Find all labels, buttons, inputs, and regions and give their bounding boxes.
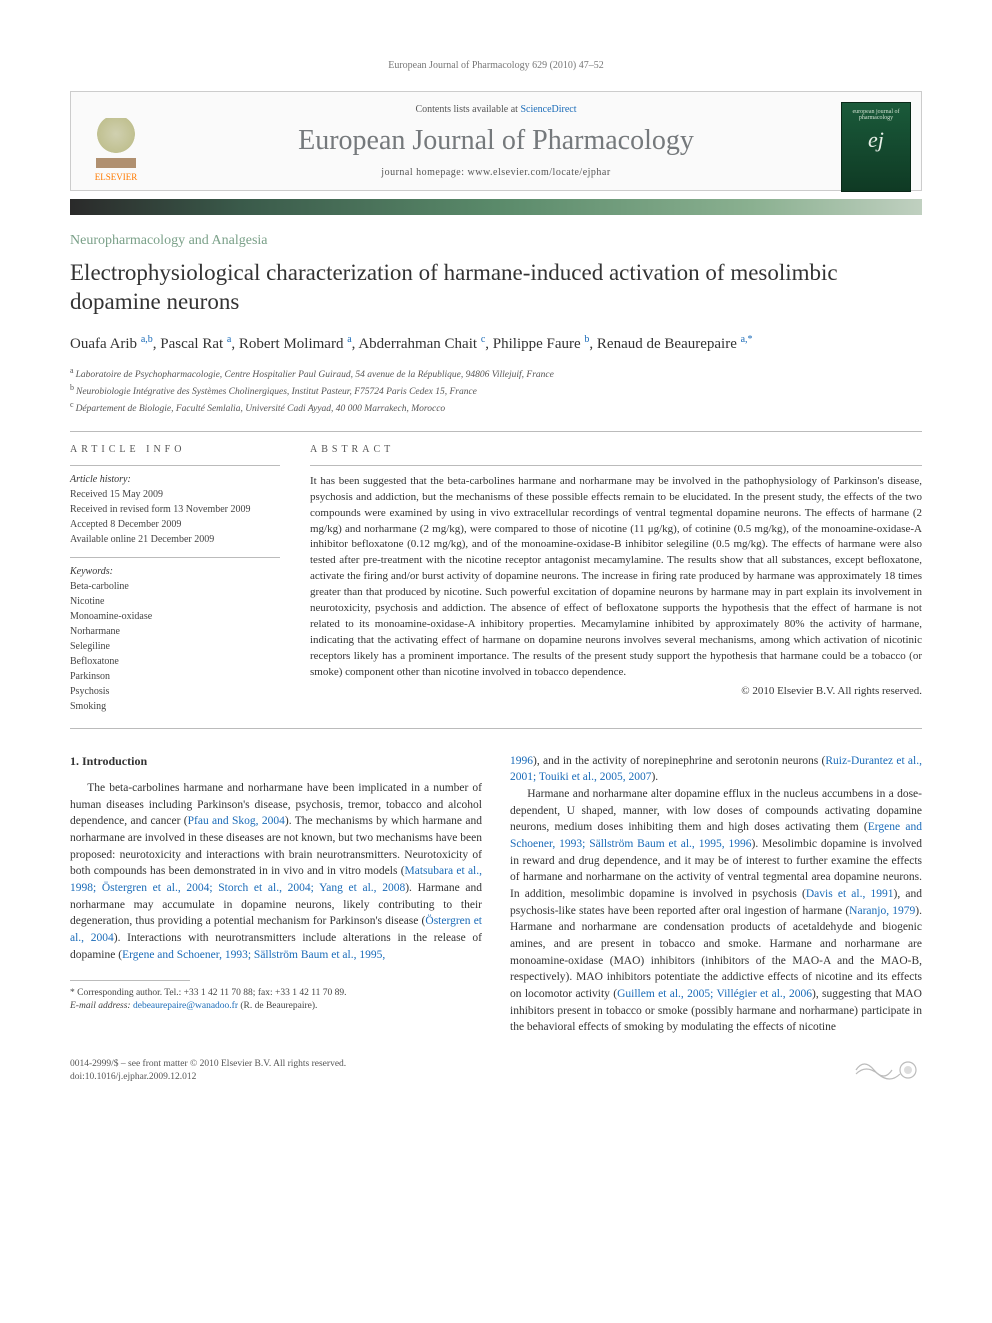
article-info-heading: ARTICLE INFO <box>70 444 280 455</box>
footnote-email-link[interactable]: debeaurepaire@wanadoo.fr <box>133 1001 238 1011</box>
abstract: ABSTRACT It has been suggested that the … <box>310 444 922 714</box>
sciencedirect-link[interactable]: ScienceDirect <box>520 104 576 115</box>
body-text: Harmane and norharmane alter dopamine ef… <box>510 788 922 833</box>
history-item: Accepted 8 December 2009 <box>70 517 280 532</box>
keyword-item: Parkinson <box>70 669 280 684</box>
homepage-prefix: journal homepage: <box>381 167 467 178</box>
keyword-item: Psychosis <box>70 684 280 699</box>
keyword-item: Nicotine <box>70 594 280 609</box>
abstract-copyright: © 2010 Elsevier B.V. All rights reserved… <box>310 685 922 697</box>
article-title: Electrophysiological characterization of… <box>70 259 922 317</box>
footnote-email-tail: (R. de Beaurepaire). <box>238 1001 317 1011</box>
abstract-heading: ABSTRACT <box>310 444 922 455</box>
citation-link[interactable]: Guillem et al., 2005; Villégier et al., … <box>617 988 812 1000</box>
corresponding-footnote: * Corresponding author. Tel.: +33 1 42 1… <box>70 987 482 1014</box>
article-info: ARTICLE INFO Article history: Received 1… <box>70 444 280 714</box>
divider <box>310 465 922 466</box>
footer-doi: doi:10.1016/j.ejphar.2009.12.012 <box>70 1071 346 1084</box>
contents-prefix: Contents lists available at <box>415 104 520 115</box>
author: Renaud de Beaurepaire a,* <box>597 336 753 352</box>
section-label: Neuropharmacology and Analgesia <box>70 233 922 249</box>
author: Ouafa Arib a,b <box>70 336 153 352</box>
body-text: ), and in the activity of norepinephrine… <box>533 755 825 767</box>
citation-link[interactable]: Naranjo, 1979 <box>849 905 915 917</box>
history-item: Received 15 May 2009 <box>70 487 280 502</box>
author-mark: a,* <box>741 334 753 345</box>
history-label: Article history: <box>70 474 280 485</box>
intro-paragraph-cont: 1996), and in the activity of norepineph… <box>510 753 922 786</box>
author: Abderrahman Chait c <box>358 336 485 352</box>
intro-heading: 1. Introduction <box>70 753 482 770</box>
keywords-list: Beta-carbolineNicotineMonoamine-oxidaseN… <box>70 579 280 714</box>
elsevier-logo: ELSEVIER <box>81 102 151 182</box>
history-item: Received in revised form 13 November 200… <box>70 502 280 517</box>
author-mark: c <box>481 334 485 345</box>
author-mark: b <box>584 334 589 345</box>
footnote-corr: * Corresponding author. Tel.: +33 1 42 1… <box>70 987 482 1000</box>
keyword-item: Befloxatone <box>70 654 280 669</box>
gradient-divider <box>70 199 922 215</box>
homepage-url[interactable]: www.elsevier.com/locate/ejphar <box>468 167 611 178</box>
keywords-label: Keywords: <box>70 566 280 577</box>
journal-cover-icon: european journal of pharmacology ej <box>841 102 911 192</box>
footer-issn: 0014-2999/$ – see front matter © 2010 El… <box>70 1058 346 1071</box>
cover-ej-icon: ej <box>868 127 884 153</box>
body-text: ). <box>651 771 658 783</box>
journal-banner: ELSEVIER european journal of pharmacolog… <box>70 91 922 191</box>
author: Philippe Faure b <box>493 336 590 352</box>
elsevier-label: ELSEVIER <box>95 172 138 182</box>
author-mark: a <box>347 334 351 345</box>
keyword-item: Monoamine-oxidase <box>70 609 280 624</box>
history-list: Received 15 May 2009Received in revised … <box>70 487 280 547</box>
citation-link[interactable]: Ergene and Schoener, 1993; Sällström Bau… <box>122 949 385 961</box>
author-mark: a,b <box>141 334 153 345</box>
cover-text-mid: pharmacology <box>859 115 893 121</box>
keyword-item: Selegiline <box>70 639 280 654</box>
authors: Ouafa Arib a,b, Pascal Rat a, Robert Mol… <box>70 333 922 355</box>
contents-line: Contents lists available at ScienceDirec… <box>171 104 821 115</box>
elsevier-tree-icon <box>96 118 136 168</box>
body-text: ). Harmane and norharmane are condensati… <box>510 905 922 1000</box>
keyword-item: Smoking <box>70 699 280 714</box>
citation-link[interactable]: Pfau and Skog, 2004 <box>188 815 285 827</box>
footnote-email-label: E-mail address: <box>70 1001 133 1011</box>
footnote-divider <box>70 980 190 981</box>
provenance-icon <box>852 1056 922 1084</box>
citation-link[interactable]: Davis et al., 1991 <box>806 888 894 900</box>
abstract-text: It has been suggested that the beta-carb… <box>310 474 922 681</box>
column-right: 1996), and in the activity of norepineph… <box>510 753 922 1036</box>
intro-paragraph: Harmane and norharmane alter dopamine ef… <box>510 786 922 1036</box>
author-mark: a <box>227 334 231 345</box>
journal-title: European Journal of Pharmacology <box>171 125 821 157</box>
keyword-item: Norharmane <box>70 624 280 639</box>
affiliation: c Département de Biologie, Faculté Semla… <box>70 399 922 416</box>
citation-link[interactable]: 1996 <box>510 755 533 767</box>
keyword-item: Beta-carboline <box>70 579 280 594</box>
divider <box>70 465 280 466</box>
divider <box>70 728 922 729</box>
intro-paragraph: The beta-carbolines harmane and norharma… <box>70 780 482 963</box>
running-header: European Journal of Pharmacology 629 (20… <box>70 60 922 71</box>
affiliations: a Laboratoire de Psychopharmacologie, Ce… <box>70 365 922 417</box>
history-item: Available online 21 December 2009 <box>70 532 280 547</box>
column-left: 1. Introduction The beta-carbolines harm… <box>70 753 482 1036</box>
author: Robert Molimard a <box>239 336 352 352</box>
page-footer: 0014-2999/$ – see front matter © 2010 El… <box>70 1056 922 1084</box>
journal-homepage: journal homepage: www.elsevier.com/locat… <box>171 167 821 178</box>
affiliation: b Neurobiologie Intégrative des Systèmes… <box>70 382 922 399</box>
affiliation: a Laboratoire de Psychopharmacologie, Ce… <box>70 365 922 382</box>
divider <box>70 557 280 558</box>
author: Pascal Rat a <box>160 336 231 352</box>
divider <box>70 431 922 432</box>
